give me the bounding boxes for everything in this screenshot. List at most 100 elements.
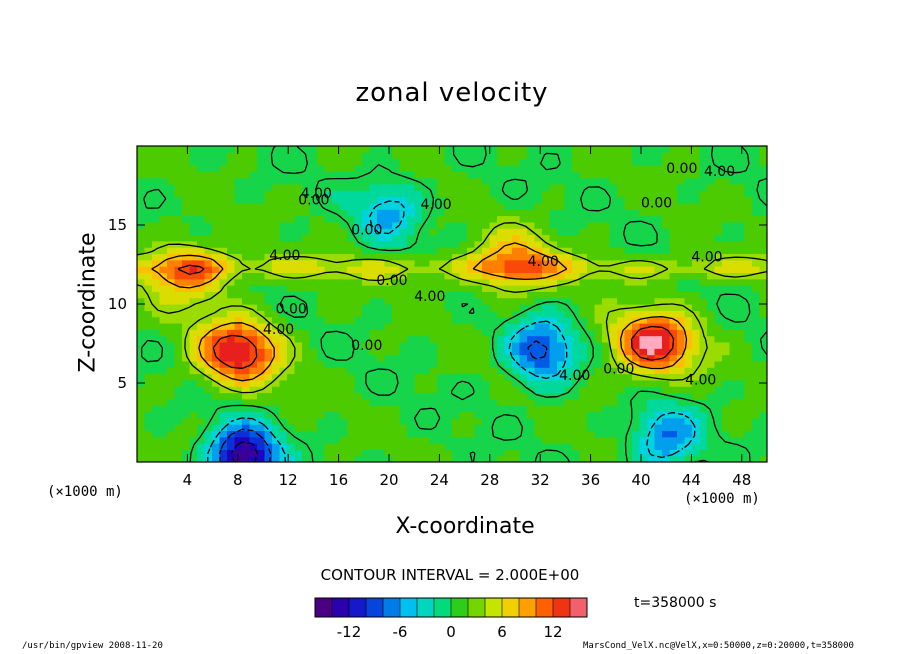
field-cell bbox=[519, 202, 528, 210]
field-cell bbox=[377, 455, 386, 462]
field-cell bbox=[482, 455, 491, 462]
field-cell bbox=[549, 379, 558, 387]
field-cell bbox=[587, 247, 596, 255]
field-cell bbox=[227, 234, 236, 242]
field-cell bbox=[534, 443, 543, 450]
field-cell bbox=[549, 202, 558, 210]
field-cell bbox=[317, 240, 326, 248]
field-cell bbox=[212, 190, 221, 198]
field-cell bbox=[699, 411, 708, 419]
field-cell bbox=[557, 316, 566, 324]
field-cell bbox=[474, 177, 483, 185]
field-cell bbox=[407, 398, 416, 406]
field-cell bbox=[669, 417, 678, 425]
field-cell bbox=[444, 215, 453, 223]
field-cell bbox=[272, 443, 281, 450]
field-cell bbox=[489, 411, 498, 419]
field-cell bbox=[459, 322, 468, 330]
field-cell bbox=[189, 398, 198, 406]
y-tick-label: 5 bbox=[117, 374, 127, 392]
field-cell bbox=[729, 297, 738, 305]
field-cell bbox=[602, 436, 611, 444]
field-cell bbox=[279, 360, 288, 368]
field-cell bbox=[287, 164, 296, 172]
field-cell bbox=[227, 335, 236, 343]
field-cell bbox=[384, 209, 393, 217]
field-cell bbox=[474, 234, 483, 242]
field-cell bbox=[174, 158, 183, 166]
field-cell bbox=[137, 367, 146, 375]
field-cell bbox=[437, 240, 446, 248]
field-cell bbox=[714, 310, 723, 318]
field-cell bbox=[647, 329, 656, 337]
field-cell bbox=[444, 430, 453, 438]
field-cell bbox=[257, 228, 266, 236]
field-cell bbox=[609, 348, 618, 356]
field-cell bbox=[249, 335, 258, 343]
field-cell bbox=[519, 247, 528, 255]
x-tick-label: 32 bbox=[531, 471, 550, 489]
y-unit-label: (×1000 m) bbox=[47, 484, 123, 500]
field-cell bbox=[369, 164, 378, 172]
field-cell bbox=[579, 304, 588, 311]
field-cell bbox=[602, 455, 611, 462]
field-cell bbox=[639, 386, 648, 394]
field-cell bbox=[309, 367, 318, 375]
field-cell bbox=[542, 316, 551, 324]
field-cell bbox=[392, 297, 401, 305]
field-cell bbox=[714, 367, 723, 375]
field-cell bbox=[759, 322, 767, 330]
field-cell bbox=[324, 164, 333, 172]
field-cell bbox=[144, 215, 153, 223]
field-cell bbox=[729, 234, 738, 242]
field-cell bbox=[249, 196, 258, 204]
field-cell bbox=[557, 398, 566, 406]
field-cell bbox=[347, 202, 356, 210]
field-cell bbox=[399, 341, 408, 349]
field-cell bbox=[654, 247, 663, 255]
field-cell bbox=[324, 449, 333, 457]
field-cell bbox=[174, 386, 183, 394]
field-cell bbox=[287, 443, 296, 450]
field-cell bbox=[519, 392, 528, 400]
field-cell bbox=[744, 360, 753, 368]
field-cell bbox=[677, 411, 686, 419]
field-cell bbox=[624, 285, 633, 292]
field-cell bbox=[189, 379, 198, 387]
field-cell bbox=[564, 291, 573, 299]
field-cell bbox=[459, 310, 468, 318]
field-cell bbox=[662, 177, 671, 185]
field-cell bbox=[234, 146, 243, 153]
contour-level bbox=[140, 146, 767, 462]
field-cell bbox=[729, 146, 738, 153]
field-cell bbox=[474, 146, 483, 153]
field-cell bbox=[459, 436, 468, 444]
field-cell bbox=[279, 386, 288, 394]
field-cell bbox=[557, 411, 566, 419]
field-cell bbox=[369, 209, 378, 217]
field-cell bbox=[474, 341, 483, 349]
field-cell bbox=[399, 436, 408, 444]
field-cell bbox=[399, 215, 408, 223]
field-cell bbox=[294, 240, 303, 248]
field-cell bbox=[152, 183, 161, 191]
field-cell bbox=[497, 360, 506, 368]
field-cell bbox=[362, 266, 371, 273]
field-cell bbox=[744, 215, 753, 223]
field-cell bbox=[414, 146, 423, 153]
field-cell bbox=[459, 386, 468, 394]
field-cell bbox=[354, 171, 363, 179]
field-cell bbox=[677, 322, 686, 330]
field-cell bbox=[422, 247, 431, 255]
field-cell bbox=[707, 354, 716, 362]
field-cell bbox=[707, 379, 716, 387]
field-cell bbox=[287, 215, 296, 223]
field-cell bbox=[752, 259, 761, 267]
field-cell bbox=[624, 329, 633, 337]
field-cell bbox=[242, 322, 251, 330]
field-cell bbox=[534, 202, 543, 210]
field-cell bbox=[294, 171, 303, 179]
field-cell bbox=[467, 215, 476, 223]
field-cell bbox=[152, 335, 161, 343]
